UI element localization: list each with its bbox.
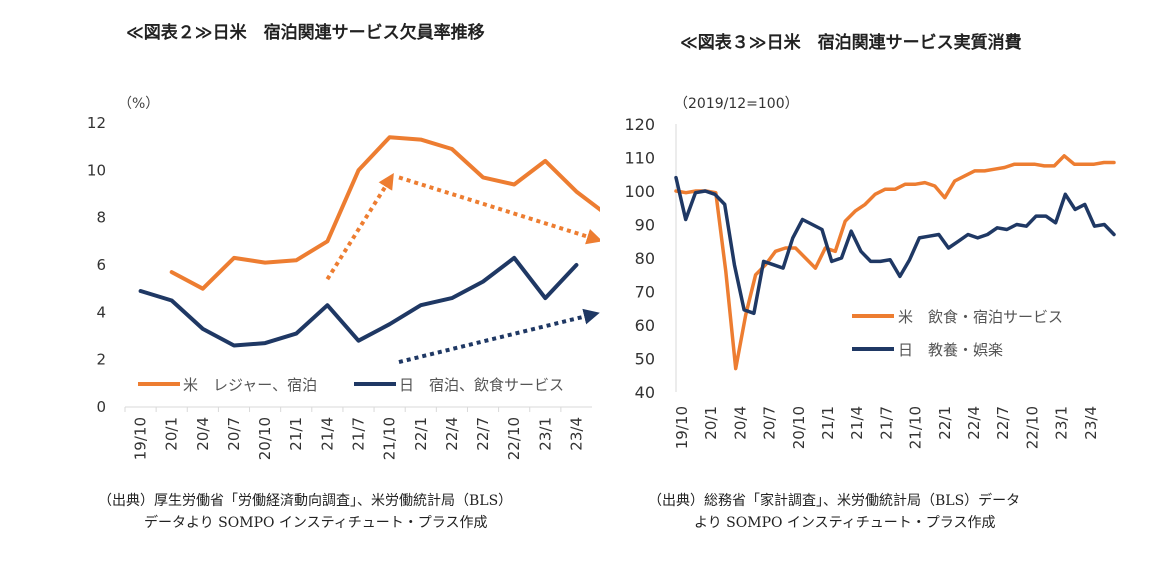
y-tick-label: 6 bbox=[96, 256, 106, 274]
x-tick-label: 20/1 bbox=[702, 406, 720, 440]
y-tick-label: 10 bbox=[87, 161, 106, 179]
x-tick-label: 23/4 bbox=[1082, 406, 1100, 440]
x-tick-label: 22/4 bbox=[443, 417, 461, 451]
x-tick-label: 19/10 bbox=[673, 406, 691, 449]
chart1-plot: （%） 0 2 4 6 8 10 12 19/10 20/1 20/4 20/7 20/10 21/1 21… bbox=[87, 96, 600, 460]
y-tick-label: 60 bbox=[635, 316, 655, 335]
series-line bbox=[169, 135, 600, 291]
y-tick-label: 4 bbox=[96, 303, 106, 321]
chart2-plot: （2019/12=100） 40 50 60 70 80 90 100 110 120 19/10 2… bbox=[624, 96, 1116, 449]
x-tick-label: 22/7 bbox=[994, 406, 1012, 440]
y-tick-label: 100 bbox=[624, 182, 655, 201]
x-tick-label: 20/10 bbox=[256, 417, 274, 460]
x-tick-label: 20/7 bbox=[225, 417, 243, 451]
x-tick-label: 21/10 bbox=[907, 406, 925, 449]
chart2-source-line-2: より SOMPO インスティチュート・プラス作成 bbox=[694, 515, 996, 531]
chart1-source-line-1: （出典）厚生労働省「労働経済動向調査」、米労働統計局（BLS） bbox=[98, 493, 513, 509]
x-tick-label: 22/1 bbox=[936, 406, 954, 440]
chart1-title: ≪図表２≫日米 宿泊関連サービス欠員率推移 bbox=[126, 23, 485, 43]
trend-arrow bbox=[398, 175, 600, 245]
x-tick-label: 21/1 bbox=[819, 406, 837, 440]
x-tick-label: 20/1 bbox=[163, 417, 181, 451]
legend-label-jp: 日 宿泊、飲食サービス bbox=[399, 376, 564, 394]
y-tick-label: 40 bbox=[635, 383, 655, 402]
x-tick-label: 21/10 bbox=[381, 417, 399, 460]
chart1-source: （出典）厚生労働省「労働経済動向調査」、米労働統計局（BLS） データより SO… bbox=[98, 490, 512, 534]
x-tick-label: 21/1 bbox=[287, 417, 305, 451]
y-unit-label: （%） bbox=[118, 96, 159, 112]
x-tick-label: 23/4 bbox=[567, 417, 585, 451]
x-tick-label: 22/7 bbox=[474, 417, 492, 451]
chart2-title: ≪図表３≫日米 宿泊関連サービス実質消費 bbox=[680, 33, 1022, 53]
x-tick-label: 20/4 bbox=[731, 406, 749, 440]
x-tick-label: 22/10 bbox=[1023, 406, 1041, 449]
y-tick-label: 2 bbox=[96, 351, 106, 369]
x-tick-label: 21/7 bbox=[877, 406, 895, 440]
y-tick-label: 110 bbox=[624, 149, 655, 168]
x-tick-label: 21/4 bbox=[318, 417, 336, 451]
series-line bbox=[674, 154, 1116, 371]
x-tick-label: 21/7 bbox=[350, 417, 368, 451]
chart2-source: （出典）総務省「家計調査」、米労働統計局（BLS）データ より SOMPO イン… bbox=[648, 490, 1020, 534]
trend-arrow bbox=[398, 308, 600, 364]
y-tick-label: 50 bbox=[635, 350, 655, 369]
series-line bbox=[674, 175, 1116, 316]
y-tick-label: 12 bbox=[87, 114, 106, 132]
legend-label-jp: 日 教養・娯楽 bbox=[898, 341, 1003, 359]
y-tick-label: 80 bbox=[635, 249, 655, 268]
trend-arrow bbox=[325, 173, 394, 281]
x-tick-label: 19/10 bbox=[132, 417, 150, 460]
y-tick-label: 90 bbox=[635, 216, 655, 235]
x-tick-label: 20/7 bbox=[761, 406, 779, 440]
chart1-source-line-2: データより SOMPO インスティチュート・プラス作成 bbox=[144, 515, 488, 531]
x-tick-label: 20/4 bbox=[194, 417, 212, 451]
x-tick-label: 22/4 bbox=[965, 406, 983, 440]
x-tick-label: 23/1 bbox=[1053, 406, 1071, 440]
y-tick-label: 70 bbox=[635, 283, 655, 302]
x-tick-label: 20/10 bbox=[790, 406, 808, 449]
y-tick-label: 0 bbox=[96, 398, 106, 416]
y-unit-label: （2019/12=100） bbox=[674, 96, 799, 112]
x-tick-label: 23/1 bbox=[536, 417, 554, 451]
y-tick-label: 8 bbox=[96, 209, 106, 227]
series-line bbox=[138, 255, 579, 348]
x-tick-label: 21/4 bbox=[848, 406, 866, 440]
x-tick-label: 22/1 bbox=[412, 417, 430, 451]
legend-label-us: 米 レジャー、宿泊 bbox=[183, 376, 317, 394]
x-tick-label: 22/10 bbox=[505, 417, 523, 460]
y-tick-label: 120 bbox=[624, 115, 655, 134]
legend-label-us: 米 飲食・宿泊サービス bbox=[898, 308, 1063, 326]
chart2-source-line-1: （出典）総務省「家計調査」、米労働統計局（BLS）データ bbox=[648, 493, 1021, 509]
